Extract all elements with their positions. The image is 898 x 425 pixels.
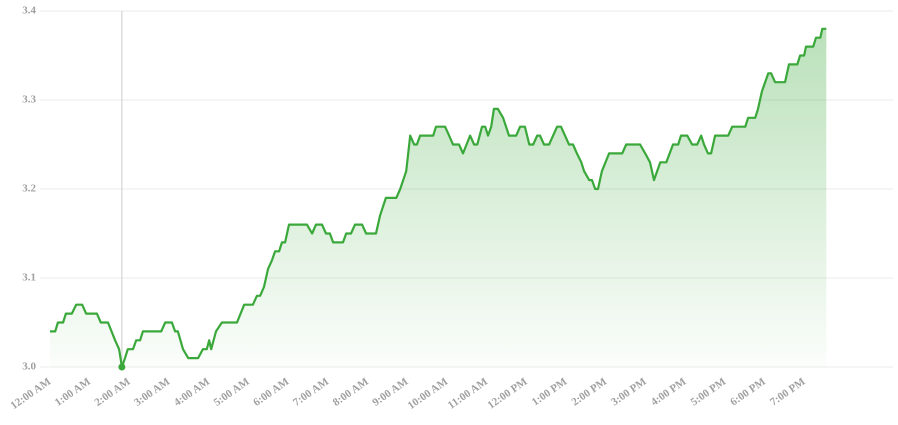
x-tick-label: 5:00 PM [689, 375, 729, 408]
y-tick-label: 3.0 [22, 361, 36, 373]
x-tick-label: 12:00 AM [8, 375, 53, 412]
x-tick-label: 12:00 PM [486, 375, 531, 411]
y-tick-label: 3.3 [22, 94, 36, 106]
x-tick-label: 8:00 AM [331, 375, 372, 408]
x-tick-label: 6:00 AM [251, 375, 292, 408]
x-tick-label: 4:00 PM [649, 375, 689, 408]
x-tick-label: 9:00 AM [370, 375, 411, 408]
x-tick-label: 6:00 PM [728, 375, 768, 408]
x-tick-label: 11:00 AM [446, 375, 491, 411]
line [50, 27, 827, 369]
y-tick-label: 3.2 [22, 183, 36, 195]
x-tick-label: 2:00 PM [569, 375, 609, 408]
y-tick-label: 3.4 [22, 5, 36, 17]
x-tick-label: 3:00 PM [609, 375, 649, 408]
x-tick-label: 2:00 AM [92, 375, 133, 408]
hover-point [118, 363, 126, 371]
y-tick-label: 3.1 [22, 272, 36, 284]
x-tick-label: 1:00 AM [53, 375, 94, 408]
x-tick-label: 7:00 PM [768, 375, 808, 408]
x-tick-label: 5:00 AM [212, 375, 253, 408]
x-tick-label: 1:00 PM [530, 375, 570, 408]
x-tick-label: 10:00 AM [406, 375, 451, 412]
area-fill [50, 28, 827, 368]
x-tick-label: 3:00 AM [132, 375, 173, 408]
x-tick-label: 7:00 AM [291, 375, 332, 408]
x-tick-label: 4:00 AM [172, 375, 213, 408]
